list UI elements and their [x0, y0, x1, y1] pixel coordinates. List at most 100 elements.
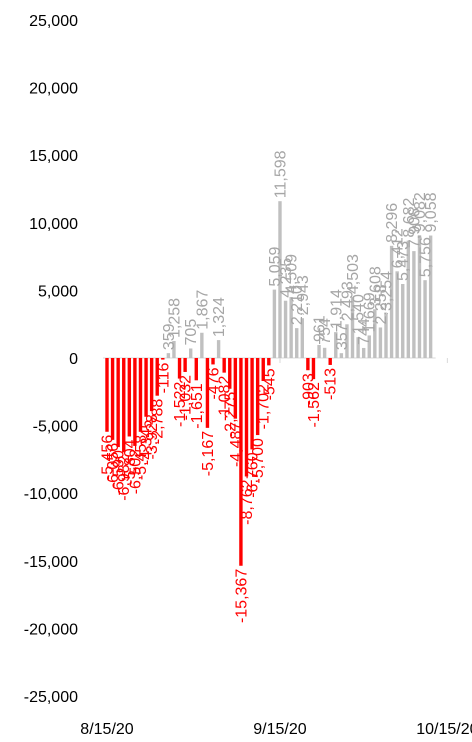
bar [356, 337, 360, 358]
bar [244, 358, 249, 477]
data-label: 2,943 [295, 275, 312, 315]
bar [161, 358, 165, 360]
bar [133, 358, 137, 446]
data-label: 744 [356, 318, 373, 345]
data-label: 7,906 [406, 208, 423, 248]
bar [300, 318, 304, 358]
x-tick-label: 10/15/20 [416, 721, 472, 738]
bar [110, 358, 115, 440]
bar [105, 358, 109, 432]
data-label: -1,651 [189, 383, 206, 428]
bar [261, 358, 265, 382]
bar [378, 327, 383, 358]
data-label: -6,760 [245, 452, 262, 497]
data-label: 11,598 [272, 150, 289, 198]
data-label: -1,522 [172, 381, 189, 426]
data-label: 961 [312, 315, 329, 342]
data-label: 1,258 [166, 298, 183, 338]
data-label: 5,473 [395, 241, 412, 281]
y-tick-label: -15,000 [24, 554, 78, 571]
bar [423, 280, 427, 358]
data-label: -116 [155, 362, 172, 393]
bar [155, 358, 159, 396]
bar [189, 348, 193, 358]
bar [328, 358, 332, 365]
data-label: 4,235 [278, 258, 295, 298]
y-tick-label: -25,000 [24, 689, 78, 706]
y-tick-label: -10,000 [24, 486, 78, 503]
data-label: 4,503 [345, 254, 362, 294]
y-tick-label: -20,000 [24, 621, 78, 638]
data-label: -8,762 [239, 479, 256, 524]
bar [216, 340, 221, 358]
data-label: -3,928 [144, 414, 161, 459]
bar [272, 289, 277, 358]
data-label: 4,509 [284, 254, 301, 294]
bar [339, 353, 344, 358]
bar [345, 324, 349, 358]
bar [367, 335, 371, 358]
bar-series [105, 201, 433, 566]
y-tick-label: -5,000 [33, 419, 78, 436]
data-label: 754 [317, 318, 334, 345]
data-label: 8,296 [384, 203, 401, 243]
y-tick-label: 10,000 [29, 216, 78, 233]
bar [228, 358, 232, 389]
y-tick-label: 0 [69, 351, 78, 368]
bar [317, 345, 321, 358]
data-label: -4,487 [228, 422, 245, 467]
bar [127, 358, 132, 437]
bar [122, 358, 126, 453]
data-label: -1,702 [256, 384, 273, 429]
x-tick-label: 9/15/20 [253, 721, 306, 738]
y-tick-label: 20,000 [29, 81, 78, 98]
bar [183, 358, 187, 372]
data-label: 1,867 [194, 290, 211, 330]
bar [149, 358, 154, 412]
data-label: -476 [206, 367, 223, 399]
data-label: -513 [323, 368, 340, 400]
y-tick-label: 5,000 [38, 283, 78, 300]
data-label: 1,914 [328, 289, 345, 329]
y-tick-label: 25,000 [29, 13, 78, 30]
bar [138, 358, 143, 432]
bar [278, 201, 282, 358]
bar [289, 297, 293, 358]
bar [211, 358, 215, 365]
bar [350, 297, 355, 358]
bar [412, 251, 416, 358]
bar [384, 314, 388, 358]
data-label: -1,082 [217, 376, 234, 421]
data-label: 5,756 [418, 237, 435, 277]
bar [306, 358, 310, 371]
data-label: -5,458 [133, 435, 150, 480]
data-labels: -5,456-6,056-6,590-6,982-5,804-6,502-5,4… [100, 150, 441, 623]
bar [205, 358, 210, 428]
data-label: 8,682 [401, 197, 418, 237]
bar [401, 284, 405, 358]
data-label: -903 [300, 373, 317, 405]
bar [311, 358, 316, 380]
data-label: -5,456 [100, 435, 117, 480]
data-label: 9,082 [412, 192, 429, 232]
data-label: -5,700 [250, 438, 267, 483]
bar [166, 353, 171, 358]
bar [295, 328, 299, 358]
data-label: -15,367 [233, 569, 250, 623]
data-label: 3,254 [379, 271, 396, 311]
data-label: 2,493 [339, 281, 356, 321]
data-label: 2,210 [289, 285, 306, 325]
data-label: 2,258 [373, 284, 390, 324]
data-label: 1,669 [362, 292, 379, 332]
bar [144, 358, 148, 417]
bar [194, 358, 198, 381]
bar [200, 332, 204, 358]
data-label: -6,056 [105, 443, 122, 488]
bar [389, 245, 394, 358]
bar [250, 358, 254, 450]
data-label: -2,275 [222, 392, 239, 437]
bar [222, 358, 226, 373]
x-tick-label: 8/15/20 [80, 721, 133, 738]
data-label: -1,032 [178, 375, 195, 420]
